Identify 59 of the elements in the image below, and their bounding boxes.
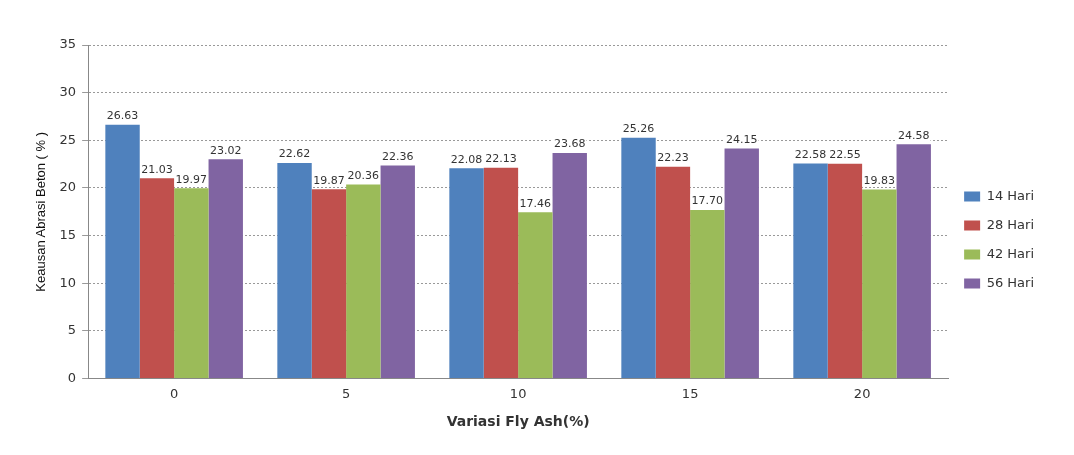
bar: [139, 178, 175, 379]
legend-label: 28 Hari: [986, 216, 1034, 232]
bar: [827, 163, 863, 379]
text: 23.68: [553, 137, 586, 151]
text: 17.70: [691, 194, 724, 208]
bar: [862, 189, 897, 379]
text: 22.62: [278, 147, 311, 161]
text: 20.36: [347, 168, 380, 182]
y-tick-label: 35: [59, 36, 77, 52]
bar: [518, 212, 553, 379]
text: 22.23: [657, 151, 689, 165]
y-axis-title: Keausan Abrasi Beton ( % ): [33, 131, 49, 292]
bar: [277, 163, 312, 379]
text: 22.36: [381, 149, 414, 163]
text: 19.97: [175, 172, 208, 186]
y-tick-label: 5: [67, 322, 77, 338]
bar: [208, 159, 243, 379]
y-tick-label: 0: [67, 369, 77, 385]
bar: [449, 168, 484, 379]
bar: [793, 163, 828, 379]
text: 23.02: [209, 143, 242, 157]
text: 17.46: [519, 196, 552, 210]
x-tick-label: 20: [853, 385, 871, 401]
text: 19.87: [313, 173, 345, 187]
bar: [311, 189, 347, 379]
bar: [346, 184, 381, 379]
y-tick-label: 10: [59, 274, 77, 290]
x-tick-label: 15: [681, 385, 699, 401]
y-tick-label: 20: [59, 179, 77, 195]
y-tick-label: 15: [59, 227, 77, 242]
bar: [690, 209, 725, 379]
text: 19.83: [863, 173, 896, 187]
bar: [655, 166, 691, 379]
legend-label: 56 Hari: [986, 274, 1034, 290]
bar: [380, 165, 415, 379]
text: 25.26: [622, 122, 655, 136]
bar: [896, 144, 931, 379]
x-tick-label: 0: [170, 385, 179, 401]
bar: [174, 188, 209, 379]
text: 21.03: [141, 162, 173, 176]
bar: [105, 124, 140, 379]
bar: [724, 148, 759, 379]
text: 24.58: [897, 128, 930, 142]
bar: [552, 152, 587, 379]
text: 24.15: [725, 132, 758, 146]
bar: [621, 137, 656, 379]
bar: [483, 167, 519, 379]
legend-label: 14 Hari: [986, 187, 1034, 203]
text: 26.63: [106, 109, 139, 123]
x-axis-title: Variasi Fly Ash(%): [446, 413, 590, 430]
text: 22.55: [829, 148, 861, 162]
y-tick-label: 25: [59, 131, 77, 147]
x-tick-label: 5: [342, 385, 351, 401]
text: 22.58: [794, 147, 827, 161]
text: 22.08: [450, 152, 483, 166]
text: 22.13: [485, 152, 517, 166]
legend-label: 42 Hari: [986, 245, 1034, 261]
y-tick-label: 30: [59, 84, 77, 100]
x-tick-label: 10: [509, 385, 527, 401]
